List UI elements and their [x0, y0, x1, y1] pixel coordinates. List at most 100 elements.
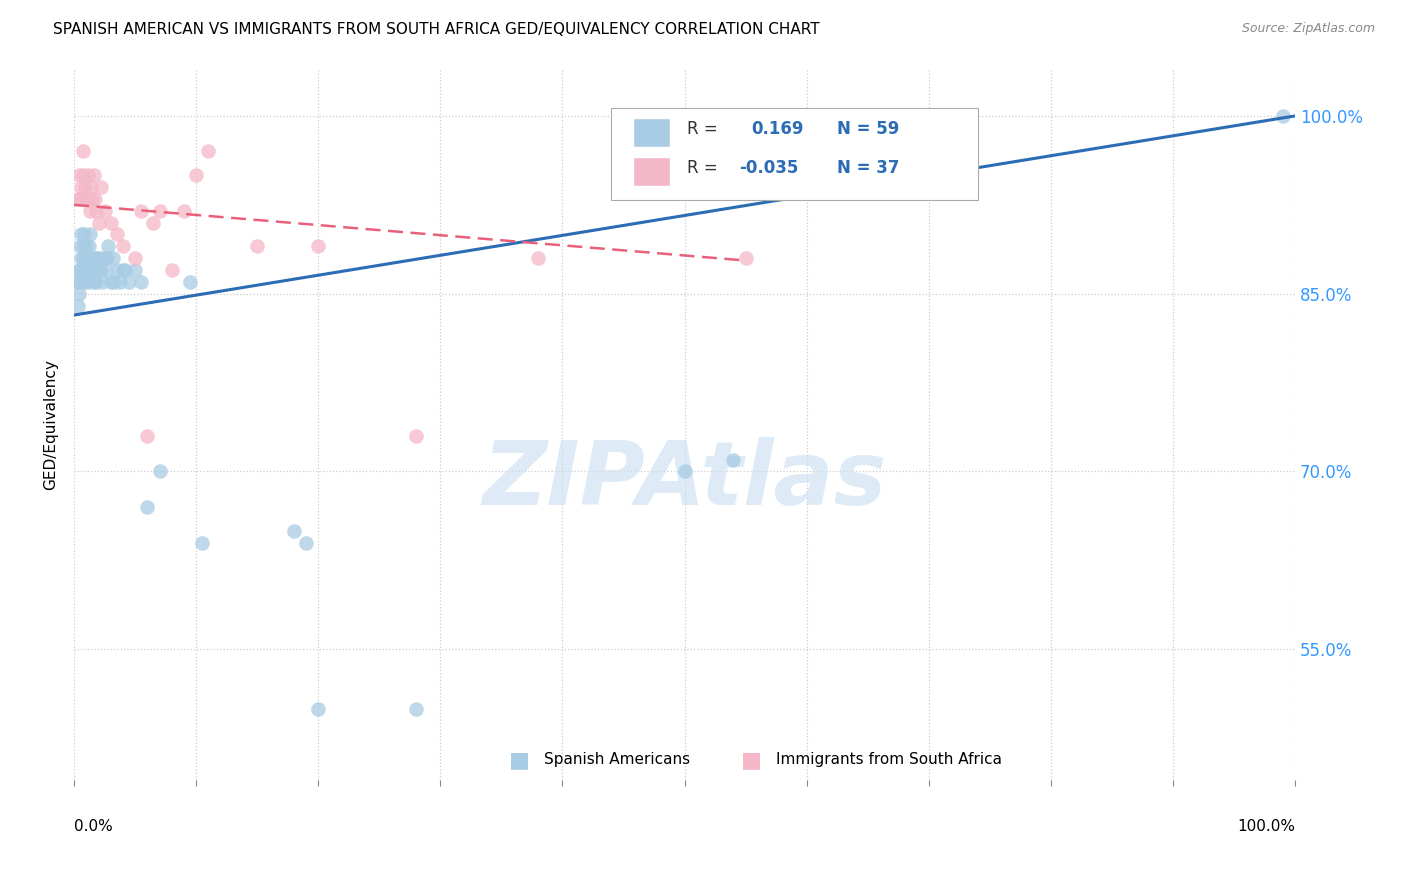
Point	[101, 251, 124, 265]
Point	[83, 168, 105, 182]
Text: 100.0%: 100.0%	[1237, 819, 1295, 834]
Point	[527, 251, 550, 265]
Point	[142, 216, 165, 230]
Point	[66, 192, 89, 206]
Point	[67, 263, 90, 277]
Point	[100, 275, 122, 289]
Point	[103, 275, 125, 289]
Text: ■: ■	[509, 749, 530, 770]
Point	[86, 251, 108, 265]
Text: R =: R =	[688, 120, 717, 138]
Point	[75, 275, 97, 289]
Point	[77, 192, 100, 206]
Point	[124, 263, 146, 277]
Point	[93, 203, 115, 218]
Point	[136, 500, 159, 514]
Point	[114, 263, 136, 277]
Point	[136, 429, 159, 443]
Point	[307, 701, 329, 715]
Point	[75, 180, 97, 194]
Point	[673, 465, 696, 479]
Point	[84, 275, 107, 289]
Point	[83, 251, 105, 265]
Point	[111, 239, 134, 253]
Point	[80, 180, 103, 194]
Point	[405, 429, 427, 443]
Text: ■: ■	[741, 749, 762, 770]
Point	[723, 452, 745, 467]
Point	[75, 239, 97, 253]
Point	[148, 203, 170, 218]
Point	[148, 465, 170, 479]
Point	[160, 263, 183, 277]
Point	[79, 251, 101, 265]
Text: Immigrants from South Africa: Immigrants from South Africa	[776, 752, 1002, 767]
Y-axis label: GED/Equivalency: GED/Equivalency	[44, 359, 58, 490]
Point	[283, 524, 305, 538]
Point	[72, 145, 94, 159]
Point	[75, 251, 97, 265]
Point	[66, 275, 89, 289]
Point	[70, 180, 93, 194]
Point	[93, 251, 115, 265]
Text: N = 37: N = 37	[837, 159, 900, 178]
Point	[67, 286, 90, 301]
Point	[96, 251, 118, 265]
Text: -0.035: -0.035	[740, 159, 799, 178]
Point	[79, 203, 101, 218]
Point	[179, 275, 201, 289]
Point	[67, 168, 90, 182]
Point	[69, 192, 91, 206]
Point	[70, 251, 93, 265]
Point	[105, 263, 128, 277]
Point	[94, 263, 117, 277]
Point	[70, 227, 93, 242]
Point	[75, 192, 97, 206]
Point	[111, 263, 134, 277]
Text: 0.0%: 0.0%	[75, 819, 112, 834]
Point	[110, 275, 132, 289]
Point	[307, 239, 329, 253]
Point	[72, 251, 94, 265]
Point	[90, 263, 112, 277]
Point	[91, 275, 114, 289]
Point	[77, 239, 100, 253]
Point	[405, 701, 427, 715]
Point	[89, 251, 111, 265]
Point	[83, 275, 105, 289]
Point	[76, 251, 98, 265]
Point	[77, 263, 100, 277]
Point	[73, 263, 96, 277]
Point	[72, 239, 94, 253]
Point	[79, 227, 101, 242]
Point	[734, 251, 756, 265]
Point	[73, 227, 96, 242]
Text: SPANISH AMERICAN VS IMMIGRANTS FROM SOUTH AFRICA GED/EQUIVALENCY CORRELATION CHA: SPANISH AMERICAN VS IMMIGRANTS FROM SOUT…	[53, 22, 820, 37]
Point	[82, 251, 104, 265]
Point	[1271, 109, 1294, 123]
Point	[105, 227, 128, 242]
Point	[66, 299, 89, 313]
Point	[73, 192, 96, 206]
Point	[69, 263, 91, 277]
Point	[90, 180, 112, 194]
Point	[82, 263, 104, 277]
Text: Source: ZipAtlas.com: Source: ZipAtlas.com	[1241, 22, 1375, 36]
Bar	[633, 157, 669, 186]
Point	[295, 535, 318, 549]
Bar	[633, 118, 669, 146]
Point	[84, 203, 107, 218]
Point	[75, 263, 97, 277]
Point	[80, 263, 103, 277]
Point	[97, 239, 120, 253]
Point	[76, 275, 98, 289]
Text: R =: R =	[688, 159, 717, 178]
Point	[173, 203, 195, 218]
Text: N = 59: N = 59	[837, 120, 900, 138]
Point	[69, 275, 91, 289]
Text: ZIPAtlas: ZIPAtlas	[482, 437, 887, 524]
Text: Spanish Americans: Spanish Americans	[544, 752, 690, 767]
Point	[76, 168, 98, 182]
Point	[87, 216, 110, 230]
Point	[100, 216, 122, 230]
